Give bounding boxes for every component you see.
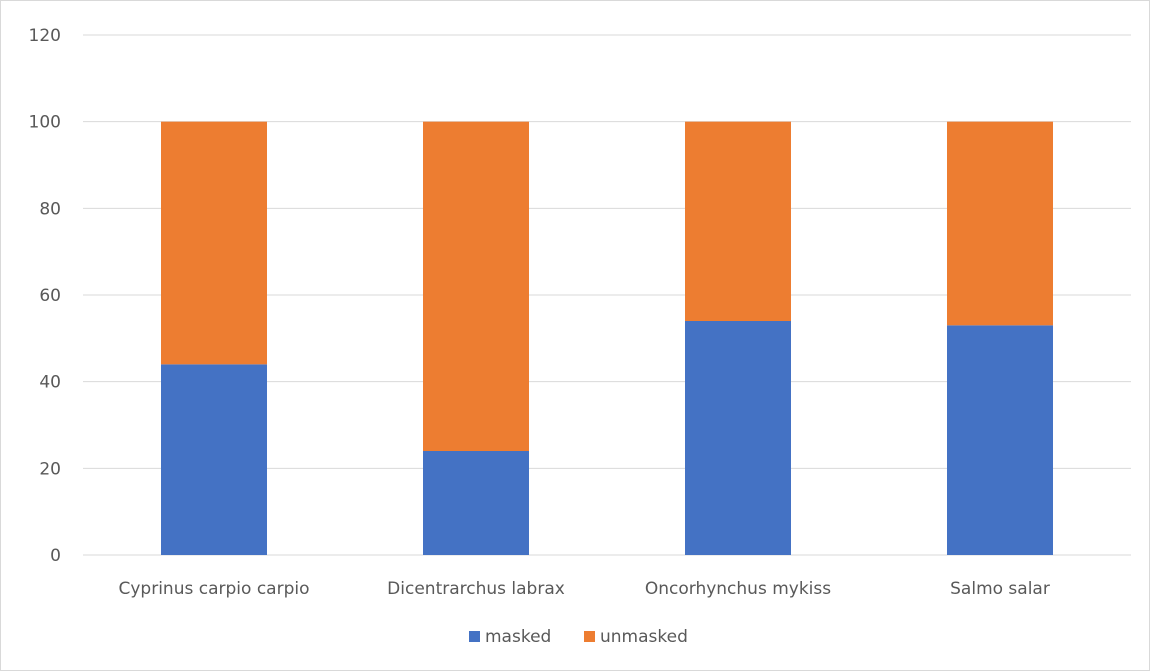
y-tick-label: 100 bbox=[29, 113, 61, 133]
legend-label: unmasked bbox=[600, 627, 688, 647]
x-category-label: Dicentrarchus labrax bbox=[387, 579, 565, 599]
bar-masked bbox=[423, 451, 529, 555]
x-category-label: Cyprinus carpio carpio bbox=[119, 579, 310, 599]
y-tick-label: 20 bbox=[39, 459, 61, 479]
x-axis-category-labels: Cyprinus carpio carpio Dicentrarchus labr… bbox=[119, 579, 1050, 599]
bar-unmasked bbox=[947, 121, 1053, 326]
bar-unmasked bbox=[423, 121, 529, 452]
bar-unmasked bbox=[685, 121, 791, 322]
bar-masked bbox=[947, 325, 1053, 555]
legend-swatch-unmasked bbox=[584, 631, 595, 642]
y-axis-tick-labels: 0 20 40 60 80 100 120 bbox=[29, 26, 61, 566]
bar-unmasked bbox=[161, 121, 267, 365]
y-tick-label: 0 bbox=[50, 546, 61, 566]
y-tick-label: 60 bbox=[39, 286, 61, 306]
y-tick-label: 120 bbox=[29, 26, 61, 46]
legend-swatch-masked bbox=[469, 631, 480, 642]
x-category-label: Oncorhynchus mykiss bbox=[645, 579, 831, 599]
y-tick-label: 80 bbox=[39, 199, 61, 219]
x-category-label: Salmo salar bbox=[950, 579, 1050, 599]
legend: masked unmasked bbox=[469, 627, 688, 647]
y-tick-label: 40 bbox=[39, 373, 61, 393]
bars bbox=[161, 121, 1053, 555]
legend-label: masked bbox=[485, 627, 551, 647]
bar-masked bbox=[161, 364, 267, 555]
bar-masked bbox=[685, 321, 791, 555]
